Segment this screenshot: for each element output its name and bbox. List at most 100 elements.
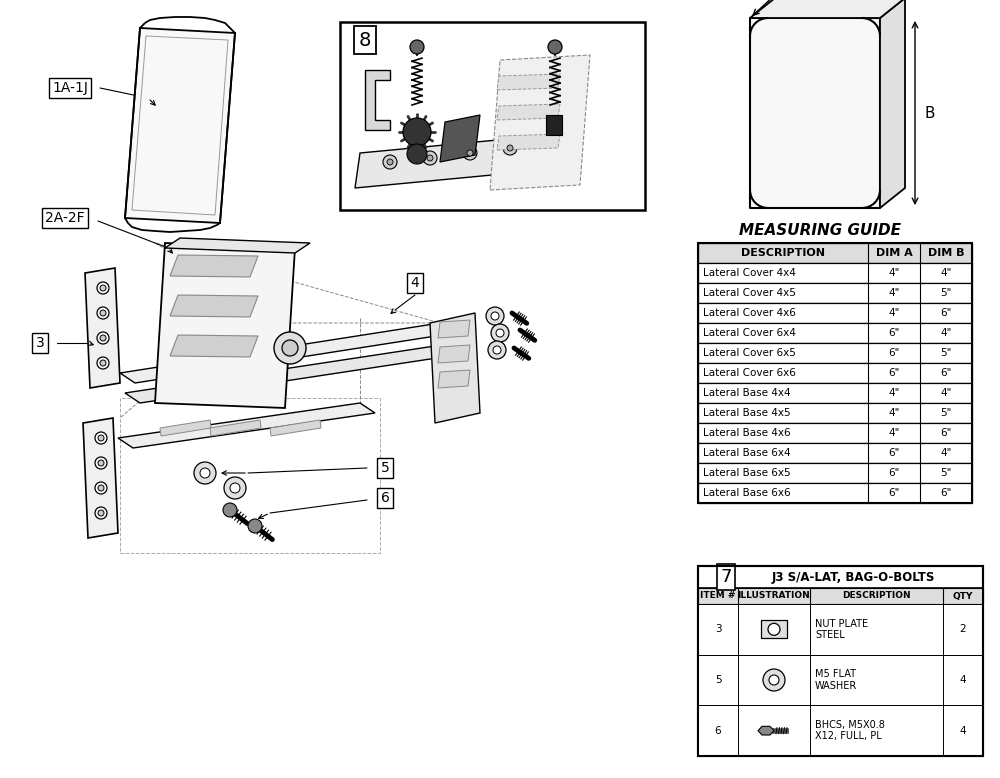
Text: 6": 6" <box>888 348 900 358</box>
Circle shape <box>95 457 107 469</box>
Bar <box>698 443 972 463</box>
Text: 7: 7 <box>720 568 732 586</box>
Circle shape <box>768 623 780 636</box>
Polygon shape <box>270 420 321 436</box>
Circle shape <box>100 310 106 316</box>
Bar <box>698 263 972 283</box>
Text: Lateral Cover 6x6: Lateral Cover 6x6 <box>703 368 796 378</box>
Bar <box>698 323 972 343</box>
Text: 6: 6 <box>381 491 389 505</box>
Polygon shape <box>497 134 560 150</box>
Polygon shape <box>120 323 455 383</box>
Bar <box>698 343 972 363</box>
Text: NUT PLATE
STEEL: NUT PLATE STEEL <box>815 619 868 640</box>
Text: 4": 4" <box>888 268 900 278</box>
Circle shape <box>98 510 104 516</box>
Text: Lateral Base 4x6: Lateral Base 4x6 <box>703 428 791 438</box>
Text: 5": 5" <box>940 468 952 478</box>
Text: 5": 5" <box>940 288 952 298</box>
Circle shape <box>248 519 262 533</box>
Circle shape <box>548 40 562 54</box>
Circle shape <box>230 483 240 493</box>
Bar <box>698 423 972 443</box>
Polygon shape <box>430 313 480 423</box>
Polygon shape <box>118 403 375 448</box>
Circle shape <box>463 146 477 160</box>
Text: Lateral Cover 6x4: Lateral Cover 6x4 <box>703 328 796 338</box>
Text: Lateral Base 6x6: Lateral Base 6x6 <box>703 488 791 498</box>
Polygon shape <box>155 243 295 408</box>
Bar <box>698 588 983 604</box>
Circle shape <box>194 462 216 484</box>
Text: J3 S/A-LAT, BAG-O-BOLTS: J3 S/A-LAT, BAG-O-BOLTS <box>771 570 935 584</box>
Circle shape <box>95 507 107 519</box>
Circle shape <box>98 435 104 441</box>
Circle shape <box>410 40 424 54</box>
Text: 6": 6" <box>888 468 900 478</box>
Text: 8: 8 <box>359 30 371 50</box>
Circle shape <box>95 432 107 444</box>
Circle shape <box>97 307 109 319</box>
Polygon shape <box>170 295 258 317</box>
Text: ITEM #: ITEM # <box>700 591 736 601</box>
Polygon shape <box>160 420 211 436</box>
Text: 6": 6" <box>940 368 952 378</box>
Text: 4": 4" <box>940 328 952 338</box>
Circle shape <box>496 329 504 337</box>
Text: Lateral Base 6x5: Lateral Base 6x5 <box>703 468 791 478</box>
Polygon shape <box>210 420 261 436</box>
Text: 6": 6" <box>940 428 952 438</box>
Circle shape <box>769 675 779 685</box>
Text: 4": 4" <box>888 428 900 438</box>
Circle shape <box>98 460 104 466</box>
Text: 6": 6" <box>940 308 952 318</box>
Polygon shape <box>170 255 258 277</box>
Text: Lateral Cover 4x4: Lateral Cover 4x4 <box>703 268 796 278</box>
Polygon shape <box>83 418 118 538</box>
Text: 4": 4" <box>888 288 900 298</box>
Text: 6": 6" <box>888 488 900 498</box>
Polygon shape <box>750 18 880 208</box>
Circle shape <box>407 144 427 164</box>
Text: 4: 4 <box>960 726 966 736</box>
Text: 1A-1J: 1A-1J <box>52 81 88 95</box>
Text: 3: 3 <box>715 624 721 634</box>
Text: Lateral Cover 4x5: Lateral Cover 4x5 <box>703 288 796 298</box>
Circle shape <box>403 118 431 146</box>
Text: 2A-2F: 2A-2F <box>45 211 85 225</box>
Polygon shape <box>490 55 590 190</box>
Circle shape <box>491 312 499 320</box>
Text: 3: 3 <box>36 336 44 350</box>
Text: 6": 6" <box>888 328 900 338</box>
Bar <box>698 706 983 756</box>
Text: MEASURING GUIDE: MEASURING GUIDE <box>739 223 901 237</box>
Circle shape <box>282 340 298 356</box>
Text: 6: 6 <box>715 726 721 736</box>
Text: 4": 4" <box>940 268 952 278</box>
Polygon shape <box>497 74 560 90</box>
Text: Lateral Cover 4x6: Lateral Cover 4x6 <box>703 308 796 318</box>
Text: 5": 5" <box>940 348 952 358</box>
Polygon shape <box>125 346 450 403</box>
Polygon shape <box>355 135 550 188</box>
Text: 4": 4" <box>940 448 952 458</box>
Circle shape <box>224 477 246 499</box>
Text: 4": 4" <box>888 308 900 318</box>
Text: 4: 4 <box>411 276 419 290</box>
Text: DESCRIPTION: DESCRIPTION <box>842 591 911 601</box>
Text: M5 FLAT
WASHER: M5 FLAT WASHER <box>815 669 857 691</box>
Text: DESCRIPTION: DESCRIPTION <box>741 248 825 258</box>
Bar <box>340 22 645 210</box>
Polygon shape <box>365 70 390 130</box>
Polygon shape <box>170 335 258 357</box>
Polygon shape <box>165 238 310 253</box>
Circle shape <box>423 151 437 165</box>
Circle shape <box>507 145 513 151</box>
Text: 6": 6" <box>940 488 952 498</box>
Bar <box>698 283 972 303</box>
Bar <box>698 463 972 483</box>
Circle shape <box>223 503 237 517</box>
Circle shape <box>100 360 106 366</box>
Text: DIM B: DIM B <box>928 248 964 258</box>
Text: 4: 4 <box>960 675 966 685</box>
